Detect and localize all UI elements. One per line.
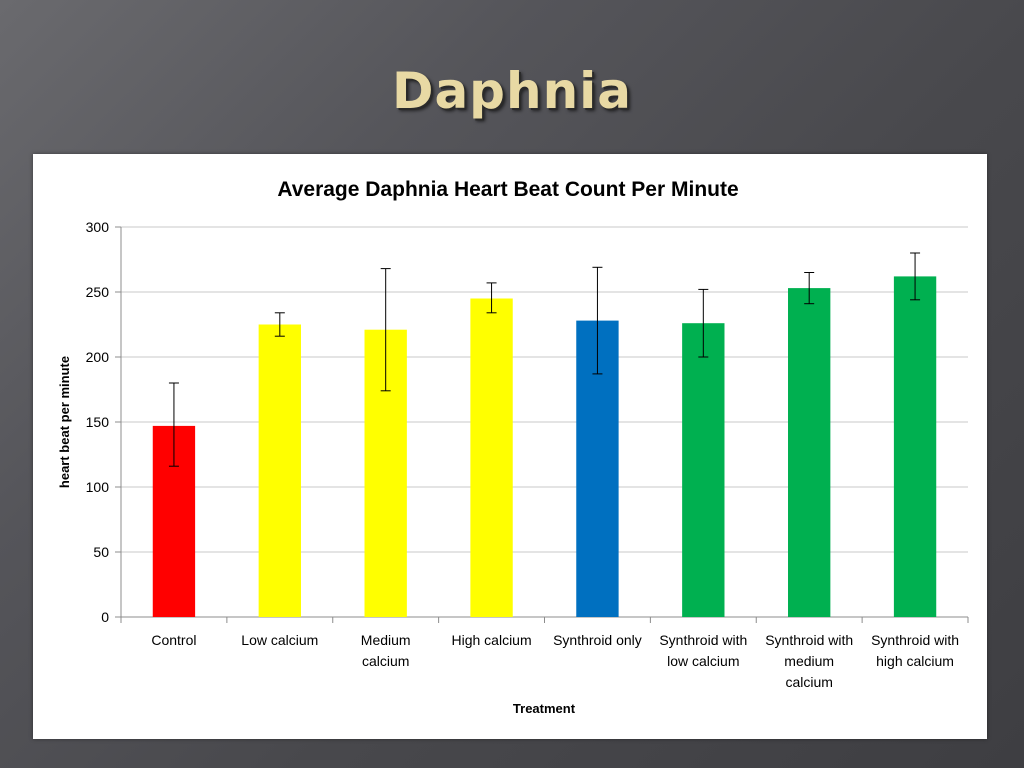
x-axis xyxy=(120,617,969,623)
y-axis-title: heart beat per minute xyxy=(57,356,72,488)
y-tick-label: 150 xyxy=(86,414,110,430)
bar xyxy=(788,288,831,617)
y-tick-labels: 0 50 100 150 200 250 300 xyxy=(86,219,110,625)
y-tick-label: 250 xyxy=(86,284,110,300)
gridlines xyxy=(115,226,968,618)
bar-chart: Average Daphnia Heart Beat Count Per Min… xyxy=(57,178,969,716)
category-label: Synthroid with high calcium xyxy=(871,632,959,669)
category-label: Low calcium xyxy=(241,632,318,648)
y-tick-label: 100 xyxy=(86,479,110,495)
category-label: High calcium xyxy=(451,632,531,648)
chart-title: Average Daphnia Heart Beat Count Per Min… xyxy=(277,178,738,201)
error-bars xyxy=(168,252,921,467)
slide-title: Daphnia xyxy=(391,62,633,120)
category-label: Control xyxy=(151,632,196,648)
y-tick-label: 300 xyxy=(86,219,110,235)
chart-panel: Average Daphnia Heart Beat Count Per Min… xyxy=(33,154,987,739)
category-label: Synthroid with low calcium xyxy=(659,632,747,669)
category-label: Synthroid only xyxy=(553,632,642,648)
y-tick-label: 200 xyxy=(86,349,110,365)
bar xyxy=(258,324,301,617)
bar xyxy=(893,276,937,617)
bars xyxy=(152,276,937,617)
y-tick-label: 0 xyxy=(101,609,109,625)
category-labels: Control Low calcium Medium calcium High calc… xyxy=(151,632,959,690)
x-axis-title: Treatment xyxy=(513,701,576,716)
y-tick-label: 50 xyxy=(93,544,109,560)
category-label: Medium calcium xyxy=(361,632,411,669)
bar xyxy=(682,323,725,617)
category-label: Synthroid with medium calcium xyxy=(765,632,853,690)
bar xyxy=(470,298,513,617)
